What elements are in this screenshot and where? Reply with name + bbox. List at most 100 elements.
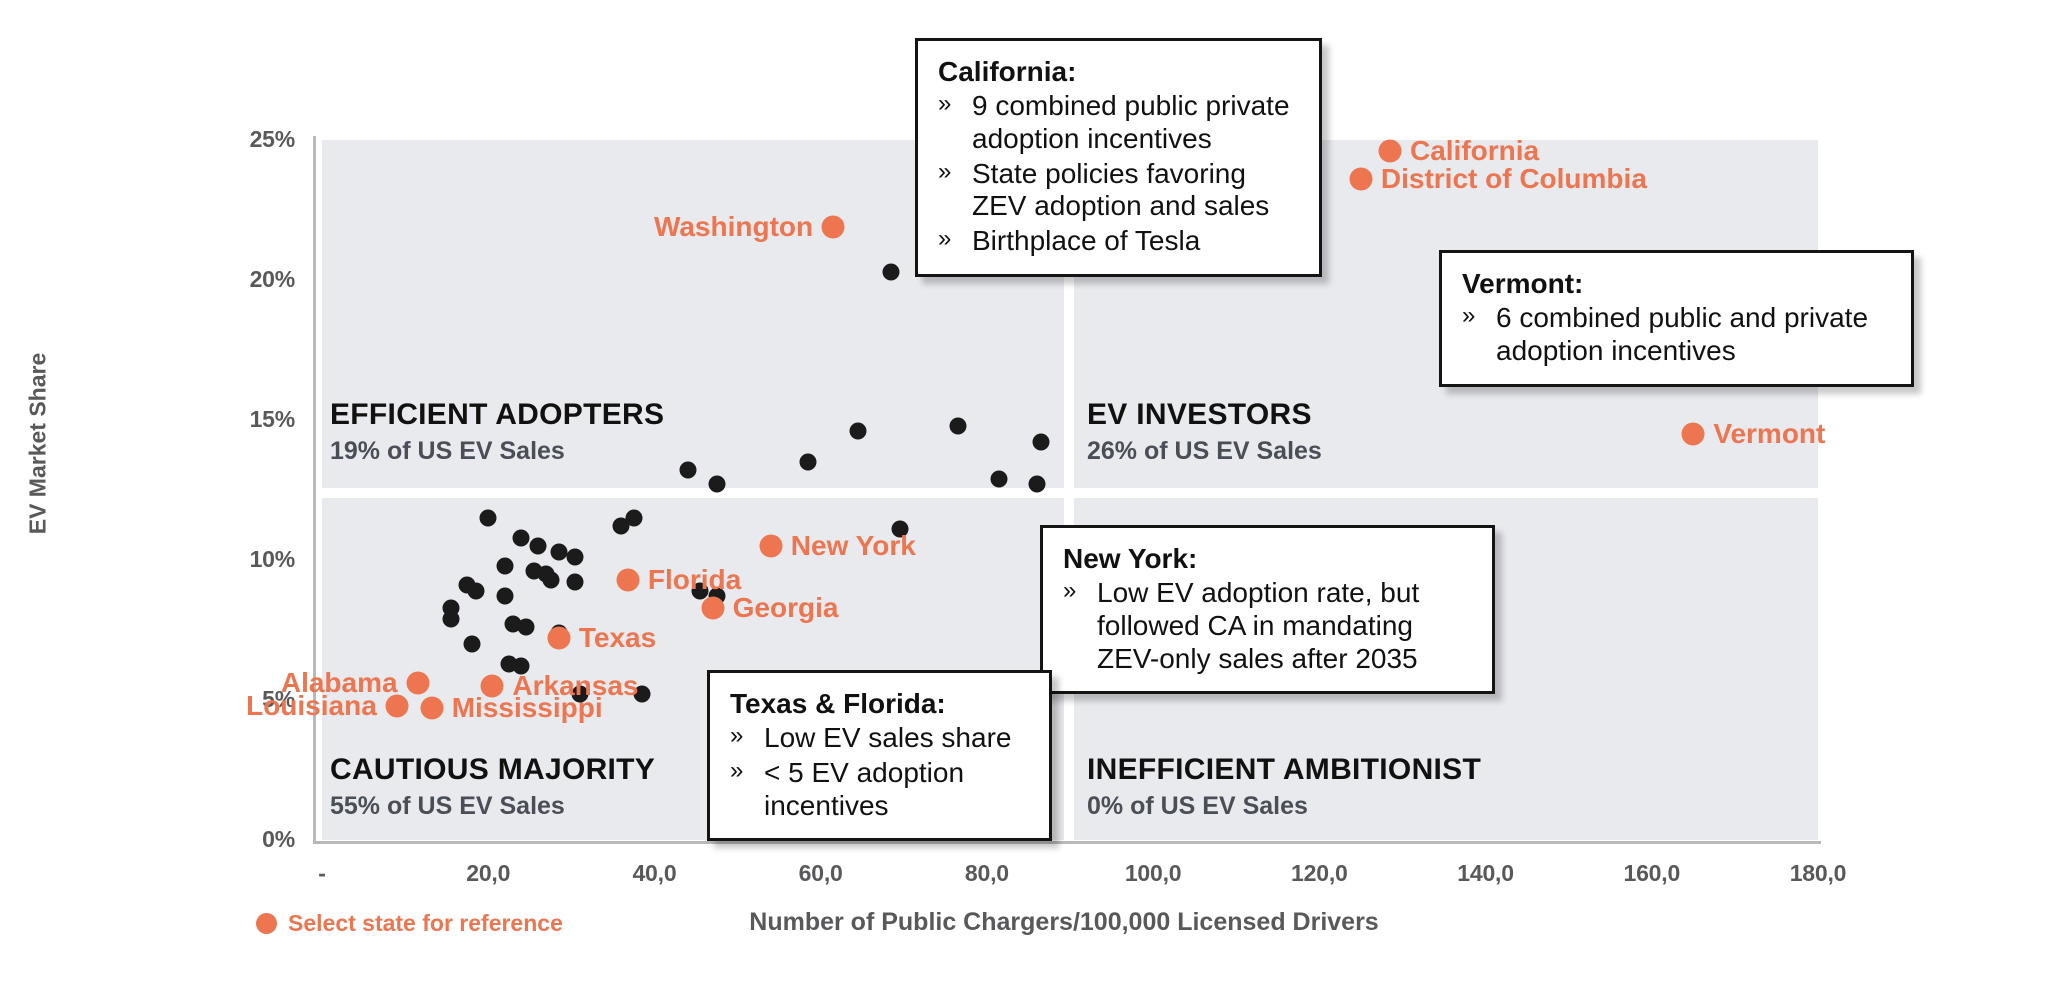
data-point[interactable] <box>949 417 967 435</box>
quadrant-subtitle: 0% of US EV Sales <box>1087 792 1308 820</box>
callout-bullet-text: Low EV adoption rate, but followed CA in… <box>1097 577 1420 674</box>
y-axis-line <box>313 136 316 844</box>
callout-bullet: » Low EV adoption rate, but followed CA i… <box>1063 577 1474 675</box>
data-point[interactable] <box>517 618 535 636</box>
quadrant-subtitle: 55% of US EV Sales <box>330 792 565 820</box>
y-axis-tick-label: 20% <box>249 266 296 292</box>
data-point[interactable] <box>612 517 630 535</box>
data-point[interactable] <box>625 509 643 527</box>
x-axis-title: Number of Public Chargers/100,000 Licens… <box>749 908 1379 936</box>
quadrant-label-inefficient-ambitionist: INEFFICIENT AMBITIONIST 0% of US EV Sale… <box>1087 755 1481 819</box>
data-point[interactable] <box>512 657 530 675</box>
state-label: Georgia <box>732 591 839 623</box>
data-point[interactable] <box>691 582 709 600</box>
x-axis-tick-label: 40,0 <box>632 860 677 886</box>
data-point[interactable] <box>566 573 584 591</box>
bullet-glyph-icon: » <box>938 90 952 118</box>
bullet-glyph-icon: » <box>730 722 744 750</box>
quadrant-label-cautious-majority: CAUTIOUS MAJORITY 55% of US EV Sales <box>330 755 655 819</box>
data-point[interactable] <box>442 610 460 628</box>
callout-bullet: » Birthplace of Tesla <box>938 225 1301 258</box>
state-label: Alabama <box>280 667 398 699</box>
y-axis-tick-label: 25% <box>249 126 296 152</box>
data-point[interactable] <box>1032 433 1050 451</box>
data-point[interactable] <box>467 582 485 600</box>
callout-bullet: » 6 combined public and private adoption … <box>1462 302 1893 368</box>
x-axis-tick-label: 120,0 <box>1291 860 1348 886</box>
callout-bullet-list: » Low EV sales share » < 5 EV adoption inc… <box>730 722 1031 822</box>
data-point-highlighted[interactable] <box>759 534 783 558</box>
quadrant-subtitle: 19% of US EV Sales <box>330 437 565 465</box>
callout-bullet: » State policies favoring ZEV adoption an… <box>938 158 1301 224</box>
data-point[interactable] <box>529 537 547 555</box>
bullet-glyph-icon: » <box>1462 302 1476 330</box>
data-point-highlighted[interactable] <box>1681 422 1705 446</box>
callout-bullet-text: 6 combined public and private adoption i… <box>1496 302 1869 366</box>
x-axis-line <box>313 841 1821 844</box>
data-point[interactable] <box>550 543 568 561</box>
legend-label: Select state for reference <box>288 910 563 936</box>
data-point[interactable] <box>571 685 589 703</box>
data-point[interactable] <box>566 548 584 566</box>
x-axis-tick-labels: - 20,0 40,0 60,0 80,0 100,0 120,0 140,0 160,0 180… <box>0 860 2048 900</box>
data-point-highlighted[interactable] <box>821 215 845 239</box>
data-point[interactable] <box>891 520 909 538</box>
data-point-highlighted[interactable] <box>420 696 444 720</box>
data-point[interactable] <box>990 470 1008 488</box>
bullet-glyph-icon: » <box>938 157 952 185</box>
state-label: District of Columbia <box>1380 163 1647 195</box>
data-point[interactable] <box>463 635 481 653</box>
bullet-glyph-icon: » <box>938 225 952 253</box>
quadrant-title: EV INVESTORS <box>1087 398 1312 431</box>
callout-bullet-text: 9 combined public private adoption incen… <box>972 90 1290 154</box>
y-axis-title: EV Market Share <box>24 352 51 535</box>
data-point-highlighted[interactable] <box>406 671 430 695</box>
y-axis-tick-label: 15% <box>249 406 296 432</box>
data-point-highlighted[interactable] <box>385 694 409 718</box>
data-point[interactable] <box>882 263 900 281</box>
state-label: Florida <box>647 563 742 595</box>
data-point[interactable] <box>799 453 817 471</box>
state-label: Texas <box>578 622 657 654</box>
data-point-highlighted[interactable] <box>701 596 725 620</box>
callout-bullet: » 9 combined public private adoption ince… <box>938 90 1301 156</box>
data-point[interactable] <box>479 509 497 527</box>
callout-bullet-list: » 9 combined public private adoption ince… <box>938 90 1301 258</box>
y-axis-tick-label: 10% <box>249 546 296 572</box>
y-axis-tick-label: 0% <box>262 826 295 852</box>
callout-bullet-list: » Low EV adoption rate, but followed CA i… <box>1063 577 1474 675</box>
callout-bullet-text: Low EV sales share <box>764 722 1012 754</box>
data-point-highlighted[interactable] <box>616 568 640 592</box>
quadrant-title: CAUTIOUS MAJORITY <box>330 753 656 786</box>
data-point[interactable] <box>633 685 651 703</box>
x-axis-tick-label: - <box>318 860 326 886</box>
quadrant-label-ev-investors: EV INVESTORS 26% of US EV Sales <box>1087 400 1322 464</box>
data-point[interactable] <box>512 529 530 547</box>
quadrant-title: INEFFICIENT AMBITIONIST <box>1087 753 1482 786</box>
callout-bullet: » Low EV sales share <box>730 722 1031 755</box>
data-point[interactable] <box>708 475 726 493</box>
callout-title: Vermont: <box>1462 268 1584 299</box>
bullet-glyph-icon: » <box>1063 577 1077 605</box>
data-point-highlighted[interactable] <box>1349 167 1373 191</box>
data-point[interactable] <box>542 571 560 589</box>
data-point[interactable] <box>1028 475 1046 493</box>
data-point[interactable] <box>849 422 867 440</box>
state-label: New York <box>790 530 916 561</box>
state-label: Louisiana <box>246 689 377 721</box>
data-point-highlighted[interactable] <box>1378 139 1402 163</box>
callout-title: Texas & Florida: <box>730 688 946 719</box>
data-point-highlighted[interactable] <box>547 626 571 650</box>
data-point-highlighted[interactable] <box>480 674 504 698</box>
data-point[interactable] <box>496 587 514 605</box>
callout-new-york: New York: » Low EV adoption rate, but fol… <box>1040 525 1495 695</box>
callout-bullet-text: < 5 EV adoption incentives <box>764 756 965 821</box>
data-point[interactable] <box>679 461 697 479</box>
data-point[interactable] <box>496 557 514 575</box>
x-axis-tick-label: 140,0 <box>1457 860 1514 886</box>
x-axis-tick-label: 180,0 <box>1789 860 1847 886</box>
quadrant-subtitle: 26% of US EV Sales <box>1087 437 1322 465</box>
y-axis-tick-labels: 0% 5% 10% 15% 20% 25% <box>200 0 296 988</box>
x-axis-tick-label: 20,0 <box>466 860 511 886</box>
